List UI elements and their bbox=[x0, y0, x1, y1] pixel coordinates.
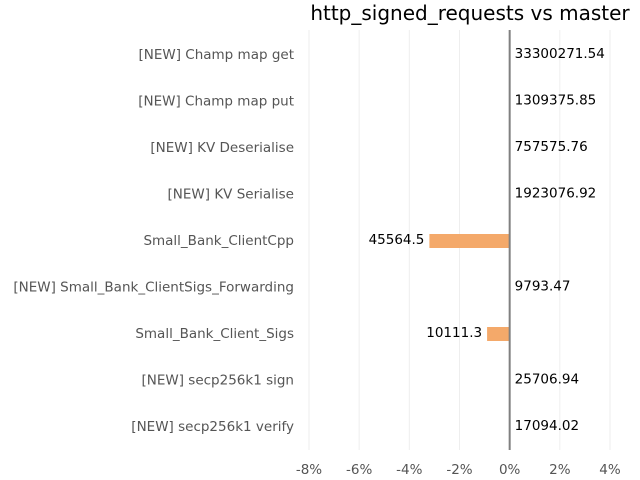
category-label: [NEW] KV Deserialise bbox=[150, 140, 294, 156]
category-label: [NEW] Champ map put bbox=[138, 94, 294, 110]
value-label: 25706.94 bbox=[515, 372, 579, 388]
category-label: Small_Bank_Client_Sigs bbox=[135, 326, 294, 342]
x-tick-label: -2% bbox=[446, 462, 472, 478]
x-tick-label: 2% bbox=[549, 462, 571, 478]
bars bbox=[429, 234, 510, 341]
chart-title: http_signed_requests vs master bbox=[310, 1, 630, 25]
category-label: Small_Bank_ClientCpp bbox=[143, 233, 294, 249]
value-label: 1923076.92 bbox=[515, 186, 597, 202]
x-tick-label: 0% bbox=[499, 462, 521, 478]
value-label: 1309375.85 bbox=[515, 93, 597, 109]
value-label: 17094.02 bbox=[515, 418, 579, 434]
value-label: 33300271.54 bbox=[515, 46, 605, 62]
bar bbox=[487, 327, 510, 341]
value-label: 45564.5 bbox=[369, 232, 425, 248]
x-tick-label: 4% bbox=[599, 462, 621, 478]
category-label: [NEW] secp256k1 verify bbox=[131, 419, 294, 435]
category-label: [NEW] secp256k1 sign bbox=[141, 373, 294, 389]
category-labels: [NEW] Champ map get [NEW] Champ map put [N… bbox=[13, 47, 294, 435]
value-label: 10111.3 bbox=[426, 325, 482, 341]
category-label: [NEW] KV Serialise bbox=[168, 187, 294, 203]
x-tick-labels: -8% -6% -4% -2% 0% 2% 4% bbox=[296, 462, 621, 478]
x-tick-label: -6% bbox=[346, 462, 372, 478]
category-label: [NEW] Small_Bank_ClientSigs_Forwarding bbox=[13, 280, 294, 296]
bar bbox=[429, 234, 510, 248]
category-label: [NEW] Champ map get bbox=[138, 47, 294, 63]
x-tick-label: -8% bbox=[296, 462, 322, 478]
value-labels: 33300271.54 1309375.85 757575.76 1923076.92… bbox=[369, 46, 605, 434]
value-label: 9793.47 bbox=[515, 279, 571, 295]
x-tick-label: -4% bbox=[396, 462, 422, 478]
value-label: 757575.76 bbox=[515, 139, 588, 155]
